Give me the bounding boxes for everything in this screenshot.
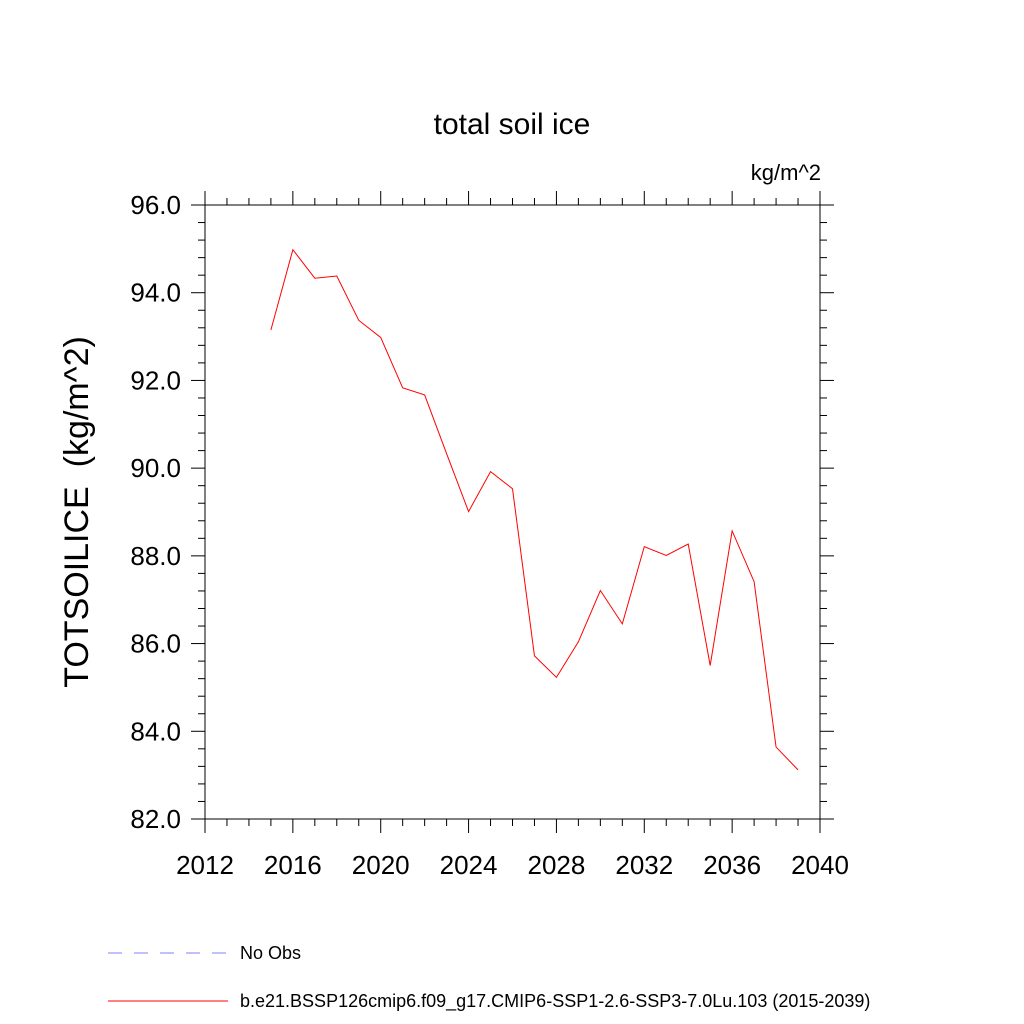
- x-tick-label: 2024: [440, 850, 498, 880]
- chart-title: total soil ice: [434, 108, 591, 141]
- y-tick-label: 86.0: [130, 629, 181, 659]
- x-tick-label: 2036: [703, 850, 761, 880]
- y-axis-label: TOTSOILICE (kg/m^2): [58, 336, 96, 688]
- y-tick-label: 88.0: [130, 541, 181, 571]
- y-tick-label: 94.0: [130, 278, 181, 308]
- series-layer: [270, 248, 799, 771]
- y-tick-label: 84.0: [130, 716, 181, 746]
- series-line: [270, 248, 799, 771]
- plot-frame: [204, 204, 821, 820]
- x-tick-label: 2028: [528, 850, 586, 880]
- y-tick-label: 96.0: [130, 190, 181, 220]
- y-tick-label: 92.0: [130, 365, 181, 395]
- axis-ticks: [191, 191, 834, 833]
- legend-label-no-obs: No Obs: [240, 943, 301, 963]
- y-tick-label: 90.0: [130, 453, 181, 483]
- x-tick-label: 2040: [791, 850, 849, 880]
- y-tick-label: 82.0: [130, 804, 181, 834]
- legend: No Obs b.e21.BSSP126cmip6.f09_g17.CMIP6-…: [108, 943, 870, 1012]
- axis-tick-labels: 2012 2016 2020 2024 2028 2032 2036 2040 82.0 84.0…: [130, 190, 849, 880]
- units-label: kg/m^2: [751, 160, 821, 185]
- legend-label-model: b.e21.BSSP126cmip6.f09_g17.CMIP6-SSP1-2.…: [240, 991, 870, 1012]
- x-tick-label: 2016: [264, 850, 322, 880]
- x-tick-label: 2020: [352, 850, 410, 880]
- x-tick-label: 2032: [615, 850, 673, 880]
- x-tick-label: 2012: [176, 850, 234, 880]
